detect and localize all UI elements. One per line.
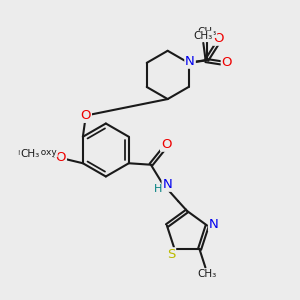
Text: CH₃: CH₃ (197, 27, 217, 37)
Text: methoxy: methoxy (34, 150, 41, 151)
Text: O: O (161, 138, 171, 151)
Text: N: N (209, 218, 219, 231)
Text: CH₃: CH₃ (194, 31, 213, 41)
Text: CH₃: CH₃ (20, 148, 40, 158)
Text: N: N (163, 178, 172, 191)
Text: S: S (167, 248, 175, 261)
Text: O: O (222, 56, 232, 69)
Text: O: O (56, 152, 66, 164)
Text: N: N (185, 55, 195, 68)
Text: H: H (154, 184, 162, 194)
Text: CH₃: CH₃ (197, 269, 217, 279)
Text: methoxy: methoxy (17, 148, 57, 157)
Text: O: O (81, 109, 91, 122)
Text: O: O (213, 32, 224, 45)
